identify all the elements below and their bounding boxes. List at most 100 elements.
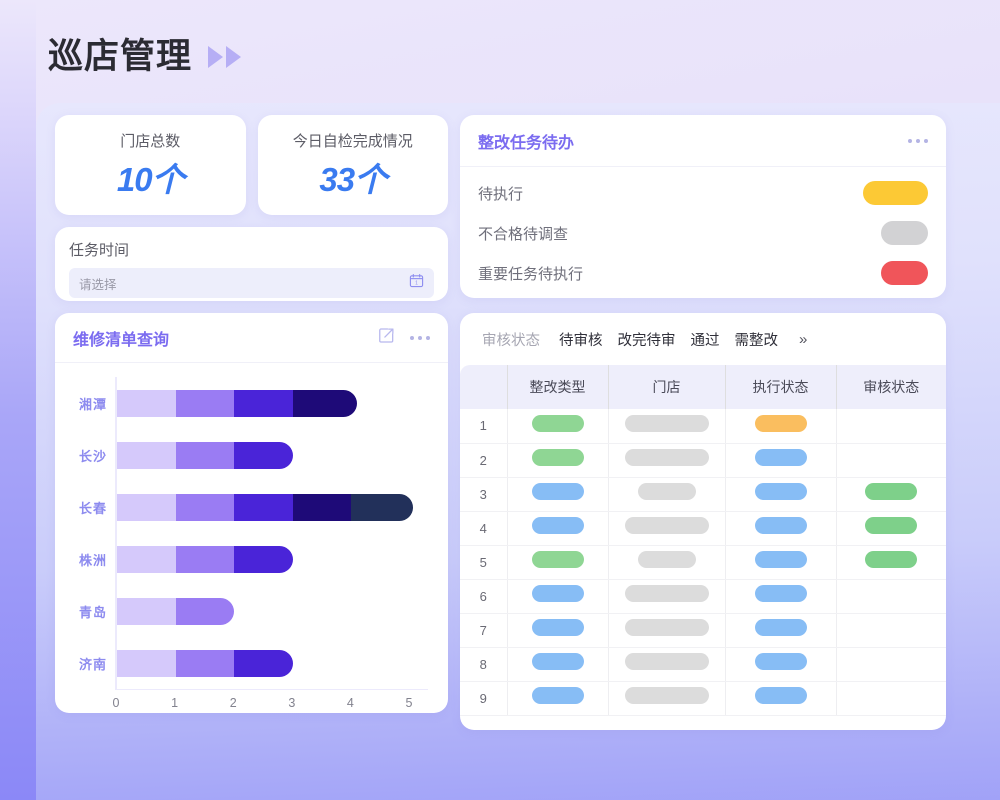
todo-label: 不合格待调查: [478, 225, 569, 243]
stat-card-today-selfcheck[interactable]: 今日自检完成情况 33个: [257, 115, 448, 215]
row-index: 1: [460, 409, 508, 444]
todo-row[interactable]: 重要任务待执行: [478, 253, 928, 293]
column-header-index: [460, 365, 508, 409]
cell-review-status: [836, 409, 946, 444]
chart-stacked-bar[interactable]: [117, 649, 293, 677]
table-row[interactable]: 7: [460, 613, 946, 648]
chart-bar-segment: [175, 389, 235, 417]
chart-bar-segment: [117, 441, 176, 469]
double-triangle-right-icon[interactable]: [208, 45, 242, 68]
cell-store: [608, 681, 726, 716]
table-tab-bar: 审核状态 待审核 改完待审 通过 需整改 »: [460, 313, 946, 365]
table-row[interactable]: 1: [460, 409, 946, 444]
row-index: 9: [460, 681, 508, 716]
cell-review-status: [836, 647, 946, 682]
chart-bar-segment: [117, 545, 176, 573]
task-time-card: 任务时间 请选择 1: [55, 227, 448, 301]
cell-status-pill: [754, 517, 807, 534]
table-row[interactable]: 5: [460, 545, 946, 580]
table-row[interactable]: 9: [460, 681, 946, 716]
cell-status-pill: [865, 517, 918, 534]
table-row[interactable]: 8: [460, 647, 946, 682]
chart-bar-segment: [175, 597, 235, 625]
chart-stacked-bar[interactable]: [117, 441, 293, 469]
cell-review-status: [836, 511, 946, 546]
table-row[interactable]: 6: [460, 579, 946, 614]
rectify-table-card: 审核状态 待审核 改完待审 通过 需整改 » 整改类型 门店 执行状态 审核状态…: [460, 313, 946, 730]
cell-status-pill: [865, 483, 918, 500]
more-options-icon[interactable]: [410, 335, 430, 340]
cell-status-pill: [531, 585, 584, 602]
chart-x-tick: 3: [288, 696, 296, 710]
cell-rectify-type: [507, 511, 609, 546]
table-row[interactable]: 4: [460, 511, 946, 546]
more-tabs-icon[interactable]: »: [799, 330, 808, 348]
cell-exec-status: [725, 443, 837, 478]
cell-status-pill: [624, 585, 709, 602]
chart-bar-track: [115, 481, 428, 533]
calendar-icon[interactable]: 1: [409, 273, 424, 293]
cell-review-status: [836, 545, 946, 580]
todo-row[interactable]: 待执行: [478, 173, 928, 213]
cell-status-pill: [624, 449, 709, 466]
cell-store: [608, 545, 726, 580]
more-options-icon[interactable]: [908, 138, 928, 143]
cell-status-pill: [754, 551, 807, 568]
column-header-store: 门店: [608, 365, 726, 409]
chart-stacked-bar[interactable]: [117, 493, 413, 521]
task-time-placeholder: 请选择: [79, 277, 117, 292]
tab-passed[interactable]: 通过: [690, 332, 720, 349]
cell-status-pill: [754, 619, 807, 636]
chart-stacked-bar[interactable]: [117, 597, 235, 625]
chart-bar-segment: [351, 493, 413, 521]
chart-bar-segment: [117, 389, 176, 417]
chart-bar-segment: [117, 597, 176, 625]
chart-stacked-bar[interactable]: [117, 389, 358, 417]
cell-exec-status: [725, 579, 837, 614]
cell-store: [608, 579, 726, 614]
task-time-input[interactable]: 请选择 1: [69, 268, 434, 298]
column-header-rectify-type: 整改类型: [507, 365, 609, 409]
todo-row[interactable]: 不合格待调查: [478, 213, 928, 253]
tab-pending-review[interactable]: 待审核: [559, 332, 603, 349]
todo-status-bar: [881, 261, 928, 285]
todo-list: 待执行不合格待调查重要任务待执行: [460, 167, 946, 293]
chart-x-tick: 5: [405, 696, 413, 710]
chart-category-label: 株洲: [78, 552, 107, 568]
export-icon[interactable]: [377, 326, 396, 350]
chart-bar-segment: [234, 545, 293, 573]
cell-rectify-type: [507, 477, 609, 512]
cell-status-pill: [754, 687, 807, 704]
chart-x-tick: 0: [112, 696, 120, 710]
stat-label: 今日自检完成情况: [292, 132, 413, 150]
chart-x-tick: 1: [171, 696, 179, 710]
chart-category-label: 青岛: [78, 604, 107, 620]
cell-exec-status: [725, 477, 837, 512]
bar-chart: 湘潭 长沙 长春 株洲 青岛 济南 0 1 2 3 4 5: [55, 363, 448, 723]
chart-category-label: 长沙: [78, 448, 107, 464]
tab-needs-rectify[interactable]: 需整改: [734, 332, 779, 349]
chart-bar-segment: [175, 545, 235, 573]
chart-category-label: 济南: [78, 656, 107, 672]
cell-status-pill: [637, 483, 696, 500]
chart-x-tick: 4: [346, 696, 354, 710]
cell-status-pill: [624, 517, 709, 534]
chart-bar-track: [115, 637, 428, 689]
row-index: 3: [460, 477, 508, 512]
cell-rectify-type: [507, 613, 609, 648]
stat-card-store-total[interactable]: 门店总数 10个: [55, 115, 246, 215]
cell-review-status: [836, 443, 946, 478]
table-row[interactable]: 2: [460, 443, 946, 478]
tab-fixed-pending-review[interactable]: 改完待审: [617, 332, 676, 349]
table-row[interactable]: 3: [460, 477, 946, 512]
todo-card-header: 整改任务待办: [460, 115, 946, 167]
cell-exec-status: [725, 511, 837, 546]
cell-store: [608, 443, 726, 478]
cell-status-pill: [754, 653, 807, 670]
cell-store: [608, 477, 726, 512]
chart-bar-segment: [117, 493, 176, 521]
chart-stacked-bar[interactable]: [117, 545, 293, 573]
svg-text:1: 1: [415, 281, 418, 287]
cell-exec-status: [725, 681, 837, 716]
chart-bar-row: 青岛: [69, 585, 428, 637]
